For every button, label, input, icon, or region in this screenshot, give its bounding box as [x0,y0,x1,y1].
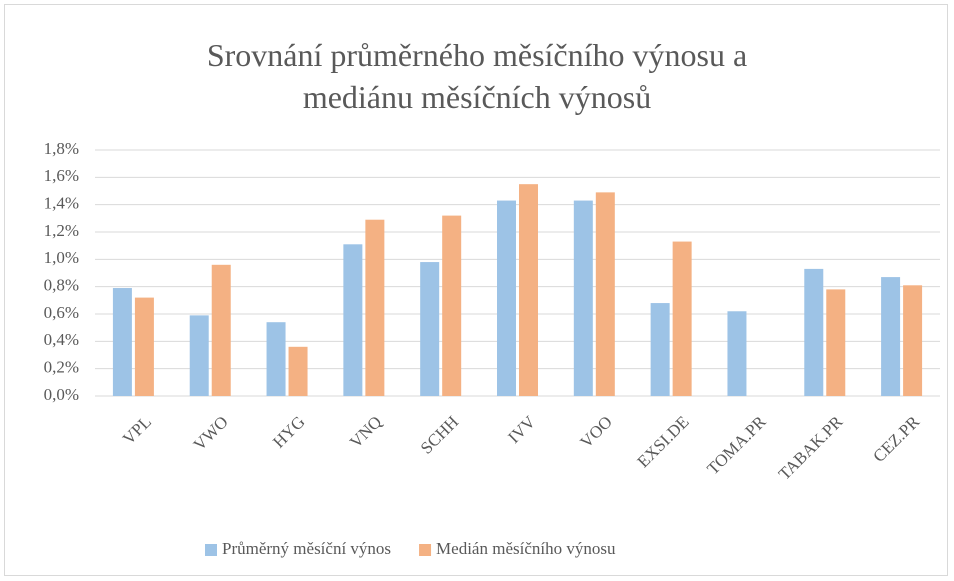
bar [497,200,516,396]
y-tick-label: 1,4% [44,194,79,213]
bar [650,303,670,396]
x-tick-label: TABAK.PR [775,412,847,484]
bar [365,219,385,396]
bar [420,262,440,396]
x-tick-label: VNQ [346,412,385,451]
x-tick-label: SCHH [417,412,463,458]
bar [211,264,231,396]
y-tick-label: 1,6% [44,166,79,185]
x-tick-label: TOMA.PR [703,412,770,479]
legend-label: Průměrný měsíční výnos [222,539,391,558]
y-tick-label: 0,2% [44,358,79,377]
y-tick-label: 1,2% [44,221,79,240]
bar [573,200,593,396]
x-tick-label: EXSI.DE [634,412,693,471]
y-tick-label: 0,0% [44,385,79,404]
y-tick-label: 0,4% [44,330,79,349]
y-tick-label: 1,8% [44,139,79,158]
bar [595,192,615,396]
legend-label: Medián měsíčního výnosu [436,539,616,558]
legend-swatch [419,544,432,556]
chart-title: Srovnání průměrného měsíčního výnosu a m… [206,37,748,115]
bar [288,346,308,396]
x-tick-label: HYG [269,412,308,451]
y-tick-label: 0,8% [44,276,79,295]
bar [804,268,824,396]
x-tick-label: VOO [576,412,615,451]
x-tick-label: VWO [190,412,232,454]
x-tick-label: VPL [119,412,155,448]
y-tick-label: 1,0% [44,248,79,267]
bar [442,215,462,396]
bar [266,322,286,396]
bar [189,315,209,396]
bar [112,288,132,396]
legend-swatch [205,544,217,556]
bar [519,184,538,396]
bar [903,285,923,396]
x-tick-label: CEZ.PR [869,412,923,466]
y-tick-label: 0,6% [44,303,79,322]
x-tick-label: IVV [504,412,539,447]
bar [881,277,901,396]
bar [343,244,363,396]
bar [826,289,846,396]
bar [134,297,154,396]
chart-border [4,4,948,576]
bar [672,241,692,396]
bar [727,311,747,396]
